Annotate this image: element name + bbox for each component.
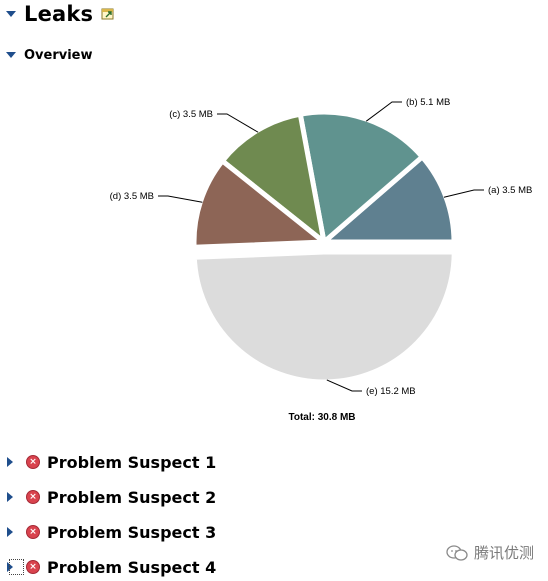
slice-label: (e) 15.2 MB	[366, 386, 416, 397]
slice-label: (c) 3.5 MB	[169, 109, 213, 120]
slice-leader-line	[326, 379, 362, 392]
overview-title: Overview	[24, 47, 93, 63]
problem-suspect-row[interactable]: × Problem Suspect 1	[6, 452, 216, 472]
expand-icon[interactable]	[7, 562, 13, 572]
slice-leader-line	[158, 195, 203, 203]
slice-leader-line	[365, 101, 402, 122]
collapse-icon[interactable]	[6, 52, 16, 58]
pie-slice[interactable]	[191, 249, 457, 385]
overview-section-header: Overview	[6, 46, 93, 64]
problem-suspect-row[interactable]: × Problem Suspect 4	[6, 557, 216, 577]
open-in-new-icon[interactable]	[101, 7, 115, 21]
error-icon: ×	[26, 455, 40, 469]
focus-indicator	[9, 559, 24, 575]
memory-pie-chart: (a) 3.5 MB (b) 5.1 MB (c) 3.5 MB (d) 3.5 MB…	[110, 97, 533, 423]
leaks-section-header: Leaks	[6, 2, 115, 26]
problem-suspect-title[interactable]: Problem Suspect 3	[47, 522, 217, 542]
wechat-icon	[446, 544, 468, 561]
expand-icon[interactable]	[7, 527, 13, 537]
problem-suspect-title[interactable]: Problem Suspect 2	[47, 487, 217, 507]
slice-leader-line	[443, 189, 484, 198]
problem-suspect-row[interactable]: × Problem Suspect 2	[6, 487, 216, 507]
expand-icon[interactable]	[7, 492, 13, 502]
error-icon: ×	[26, 490, 40, 504]
slice-label: (b) 5.1 MB	[406, 97, 450, 108]
slice-leader-line	[217, 113, 259, 133]
pie-slice[interactable]	[297, 109, 425, 245]
collapse-icon[interactable]	[6, 11, 16, 17]
pie-slice[interactable]	[219, 111, 327, 245]
watermark: 腾讯优测	[446, 542, 534, 563]
leaks-title: Leaks	[24, 2, 94, 26]
expand-icon[interactable]	[7, 457, 13, 467]
watermark-text: 腾讯优测	[473, 544, 534, 562]
problem-suspect-title[interactable]: Problem Suspect 4	[47, 557, 217, 577]
problem-suspect-title[interactable]: Problem Suspect 1	[47, 452, 217, 472]
problem-suspect-row[interactable]: × Problem Suspect 3	[6, 522, 216, 542]
slice-label: (d) 3.5 MB	[110, 191, 154, 202]
error-icon: ×	[26, 560, 40, 574]
chart-total-label: Total: 30.8 MB	[288, 412, 355, 423]
error-icon: ×	[26, 525, 40, 539]
slice-label: (a) 3.5 MB	[488, 185, 532, 196]
